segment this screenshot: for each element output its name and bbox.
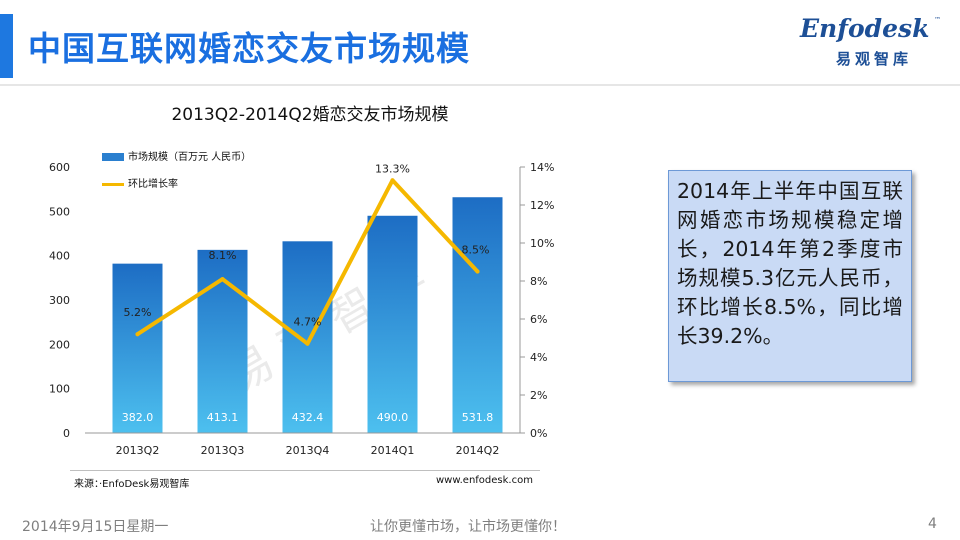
growth-rate-point <box>220 277 225 282</box>
x-tick-label: 2013Q2 <box>116 444 160 457</box>
page-title: 中国互联网婚恋交友市场规模 <box>28 29 470 68</box>
footer-slogan: 让你更懂市场，让市场更懂你！ <box>370 519 566 535</box>
bar-value-label: 382.0 <box>122 411 154 424</box>
legend-bar-label: 市场规模（百万元 人民币） <box>128 152 252 163</box>
y-right-tick-label: 14% <box>530 161 554 174</box>
source-divider <box>70 470 540 471</box>
y-right-tick-label: 6% <box>530 313 547 326</box>
y-right-tick-label: 8% <box>530 275 547 288</box>
growth-rate-label: 4.7% <box>294 316 322 329</box>
x-tick-label: 2014Q1 <box>371 444 415 457</box>
growth-rate-label: 8.5% <box>462 244 490 257</box>
x-tick-label: 2014Q2 <box>456 444 500 457</box>
growth-rate-label: 8.1% <box>209 249 237 262</box>
y-left-tick-label: 600 <box>49 161 70 174</box>
y-right-tick-label: 10% <box>530 237 554 250</box>
legend-bar-swatch <box>102 153 124 161</box>
bar-value-label: 413.1 <box>207 411 239 424</box>
bar <box>282 241 333 433</box>
growth-rate-point <box>135 332 140 337</box>
legend-line-swatch <box>102 182 124 186</box>
logo-text: Enfodesk <box>800 14 930 43</box>
x-tick-label: 2013Q4 <box>286 444 330 457</box>
bar <box>367 215 418 433</box>
enfodesk-logo: Enfodesk ™ 易观智库 <box>800 14 950 74</box>
y-left-tick-label: 300 <box>49 294 70 307</box>
y-left-tick-label: 500 <box>49 205 70 218</box>
logo-tm: ™ <box>934 16 941 24</box>
growth-rate-label: 5.2% <box>124 306 152 319</box>
legend-line-series: 环比增长率 <box>102 175 178 190</box>
legend-line-label: 环比增长率 <box>128 179 178 190</box>
source-website: www.enfodesk.com <box>436 475 533 486</box>
y-left-tick-label: 400 <box>49 250 70 263</box>
title-accent-bar <box>0 14 13 78</box>
growth-rate-point <box>390 178 395 183</box>
bar-value-label: 490.0 <box>377 411 409 424</box>
footer-date: 2014年9月15日星期一 <box>22 519 169 535</box>
y-left-tick-label: 0 <box>63 427 70 440</box>
y-right-tick-label: 2% <box>530 389 547 402</box>
page-number: 4 <box>928 516 937 532</box>
x-tick-label: 2013Q3 <box>201 444 245 457</box>
legend-bar-series: 市场规模（百万元 人民币） <box>102 148 251 163</box>
y-right-tick-label: 12% <box>530 199 554 212</box>
y-left-tick-label: 100 <box>49 383 70 396</box>
y-right-tick-label: 4% <box>530 351 547 364</box>
bar-value-label: 531.8 <box>462 411 494 424</box>
y-right-tick-label: 0% <box>530 427 547 440</box>
source-note: 来源：·EnfoDesk易观智库 <box>74 479 190 490</box>
chart-title: 2013Q2-2014Q2婚恋交友市场规模 <box>171 105 449 125</box>
growth-rate-point <box>475 269 480 274</box>
bar-value-label: 432.4 <box>292 411 324 424</box>
market-size-chart: 易观智库 01002003004005006000%2%4%6%8%10%12%… <box>49 161 554 457</box>
bar <box>452 197 503 433</box>
growth-rate-label: 13.3% <box>375 162 410 175</box>
summary-callout: 2014年上半年中国互联网婚恋市场规模稳定增长，2014年第2季度市场规模5.3… <box>668 170 912 382</box>
growth-rate-point <box>305 341 310 346</box>
bar <box>112 263 163 433</box>
header-divider <box>0 84 960 86</box>
y-left-tick-label: 200 <box>49 338 70 351</box>
logo-subtitle: 易观智库 <box>836 50 913 68</box>
